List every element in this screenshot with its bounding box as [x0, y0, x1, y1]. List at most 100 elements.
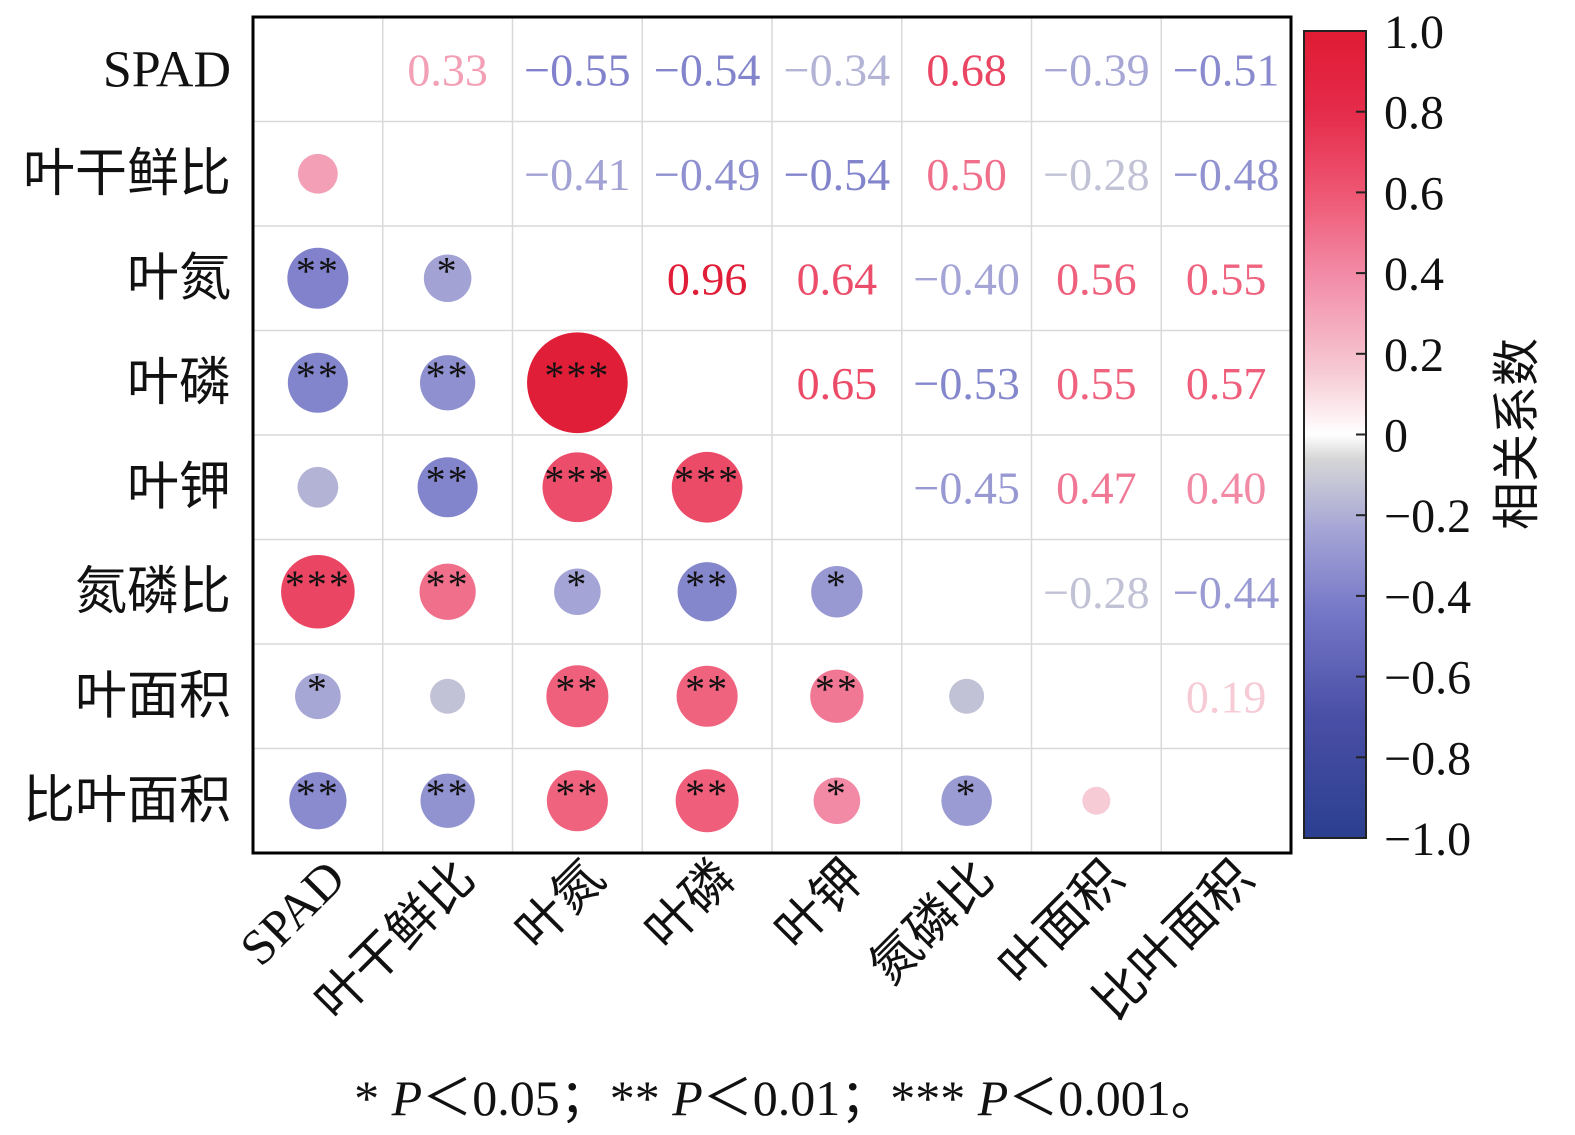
row-label: 氮磷比 — [75, 564, 231, 621]
correlation-circle — [287, 247, 349, 309]
column-label: 氮磷比 — [859, 849, 1005, 995]
correlation-circle — [677, 562, 737, 622]
correlation-label: 0.50 — [926, 149, 1007, 200]
correlation-circle — [811, 566, 863, 618]
significance-stars: ** — [555, 666, 599, 711]
correlation-label: 0.65 — [797, 358, 878, 409]
footnote-stars-3: *** — [890, 1070, 978, 1126]
correlation-circle — [949, 678, 985, 714]
row-label: 叶干鲜比 — [23, 146, 231, 203]
correlation-label: −0.51 — [1173, 44, 1279, 95]
correlation-label: −0.44 — [1173, 567, 1279, 618]
correlation-circle — [430, 678, 466, 714]
colorbar-tick-label: 0.8 — [1384, 87, 1444, 140]
correlation-circle — [527, 332, 628, 434]
significance-stars: ** — [426, 771, 470, 816]
significance-stars: * — [566, 562, 588, 607]
significance-footnote: * P＜0.05；** P＜0.01；*** P＜0.001。 — [0, 1058, 1575, 1130]
colorbar: 1.0 0.8 0.6 0.4 0.2 0 −0.2 −0.4 −0.6 −0.8 −1.0 相关系数 — [1303, 6, 1544, 866]
significance-stars: ** — [426, 457, 470, 502]
correlation-circle — [287, 352, 348, 413]
significance-stars: *** — [544, 353, 610, 398]
correlation-circle — [810, 669, 864, 723]
significance-stars: * — [956, 771, 978, 816]
colorbar-title: 相关系数 — [1491, 338, 1544, 530]
correlation-label: 0.19 — [1186, 671, 1267, 722]
correlation-circle — [546, 770, 608, 832]
colorbar-tick-label: 0.4 — [1384, 248, 1444, 301]
significance-stars: *** — [285, 562, 351, 607]
correlation-label: −0.55 — [524, 44, 630, 95]
correlation-label: 0.57 — [1186, 358, 1267, 409]
significance-stars: ** — [296, 248, 340, 293]
colorbar-tick-label: −0.2 — [1384, 490, 1471, 543]
correlation-label: −0.28 — [1043, 149, 1149, 200]
correlation-label: 0.55 — [1056, 358, 1137, 409]
column-label: 叶氮 — [505, 849, 615, 959]
correlation-label: 0.55 — [1186, 253, 1267, 304]
row-label: 比叶面积 — [23, 773, 231, 830]
correlation-circle — [1082, 786, 1111, 815]
footnote-stars-2: ** — [609, 1070, 673, 1126]
correlation-label: −0.34 — [784, 44, 890, 95]
significance-stars: * — [826, 562, 848, 607]
correlation-label: 0.68 — [926, 44, 1007, 95]
correlation-label: 0.96 — [667, 253, 748, 304]
correlation-label: 0.56 — [1056, 253, 1137, 304]
row-label: SPAD — [103, 41, 231, 98]
significance-stars: *** — [544, 457, 610, 502]
significance-stars: ** — [815, 666, 859, 711]
column-label: 叶磷 — [635, 849, 745, 959]
row-label: 叶氮 — [127, 250, 231, 307]
significance-stars: ** — [296, 771, 340, 816]
column-label: 叶钾 — [764, 849, 874, 959]
colorbar-tick-label: −0.6 — [1384, 652, 1471, 705]
footnote-stars-1: * — [354, 1070, 392, 1126]
correlation-circle — [671, 451, 743, 523]
significance-stars: * — [826, 771, 848, 816]
row-label: 叶面积 — [75, 668, 231, 725]
correlation-circle — [554, 568, 601, 616]
footnote-threshold-1: ＜0.05； — [422, 1070, 610, 1126]
significance-stars: *** — [674, 457, 740, 502]
significance-stars: ** — [685, 666, 729, 711]
colorbar-tick-label: 0.2 — [1384, 329, 1444, 382]
correlation-circle — [419, 355, 476, 411]
column-label: SPAD — [229, 849, 356, 976]
correlation-label: 0.40 — [1186, 462, 1267, 513]
colorbar-tick-label: −0.4 — [1384, 571, 1471, 624]
correlation-circle — [941, 775, 992, 826]
correlation-circle — [675, 769, 739, 833]
correlation-circle — [542, 452, 613, 523]
correlation-circle — [676, 665, 738, 727]
correlation-label: −0.28 — [1043, 567, 1149, 618]
correlation-label: 0.33 — [407, 44, 488, 95]
correlation-circle — [417, 457, 478, 518]
footnote-p-2: P — [672, 1070, 703, 1126]
significance-stars: ** — [426, 562, 470, 607]
significance-stars: ** — [426, 353, 470, 398]
correlation-label: −0.54 — [784, 149, 890, 200]
correlation-label: −0.39 — [1043, 44, 1149, 95]
correlation-label: −0.53 — [913, 358, 1019, 409]
significance-stars: ** — [555, 771, 599, 816]
row-label: 叶磷 — [127, 355, 231, 412]
correlation-label: −0.41 — [524, 149, 630, 200]
correlation-label: −0.49 — [654, 149, 760, 200]
correlation-label: −0.54 — [654, 44, 760, 95]
significance-stars: ** — [685, 771, 729, 816]
significance-stars: ** — [685, 562, 729, 607]
correlation-label: −0.48 — [1173, 149, 1279, 200]
grid-lines — [253, 17, 1291, 853]
significance-stars: * — [307, 666, 329, 711]
significance-stars: * — [437, 248, 459, 293]
significance-stars: ** — [296, 353, 340, 398]
colorbar-tick-label: 0 — [1384, 410, 1408, 463]
correlation-circle — [295, 673, 341, 720]
colorbar-gradient — [1303, 30, 1367, 839]
footnote-threshold-3: ＜0.001。 — [1008, 1070, 1221, 1126]
colorbar-tick-label: −1.0 — [1384, 813, 1471, 866]
correlation-circle — [297, 466, 339, 508]
